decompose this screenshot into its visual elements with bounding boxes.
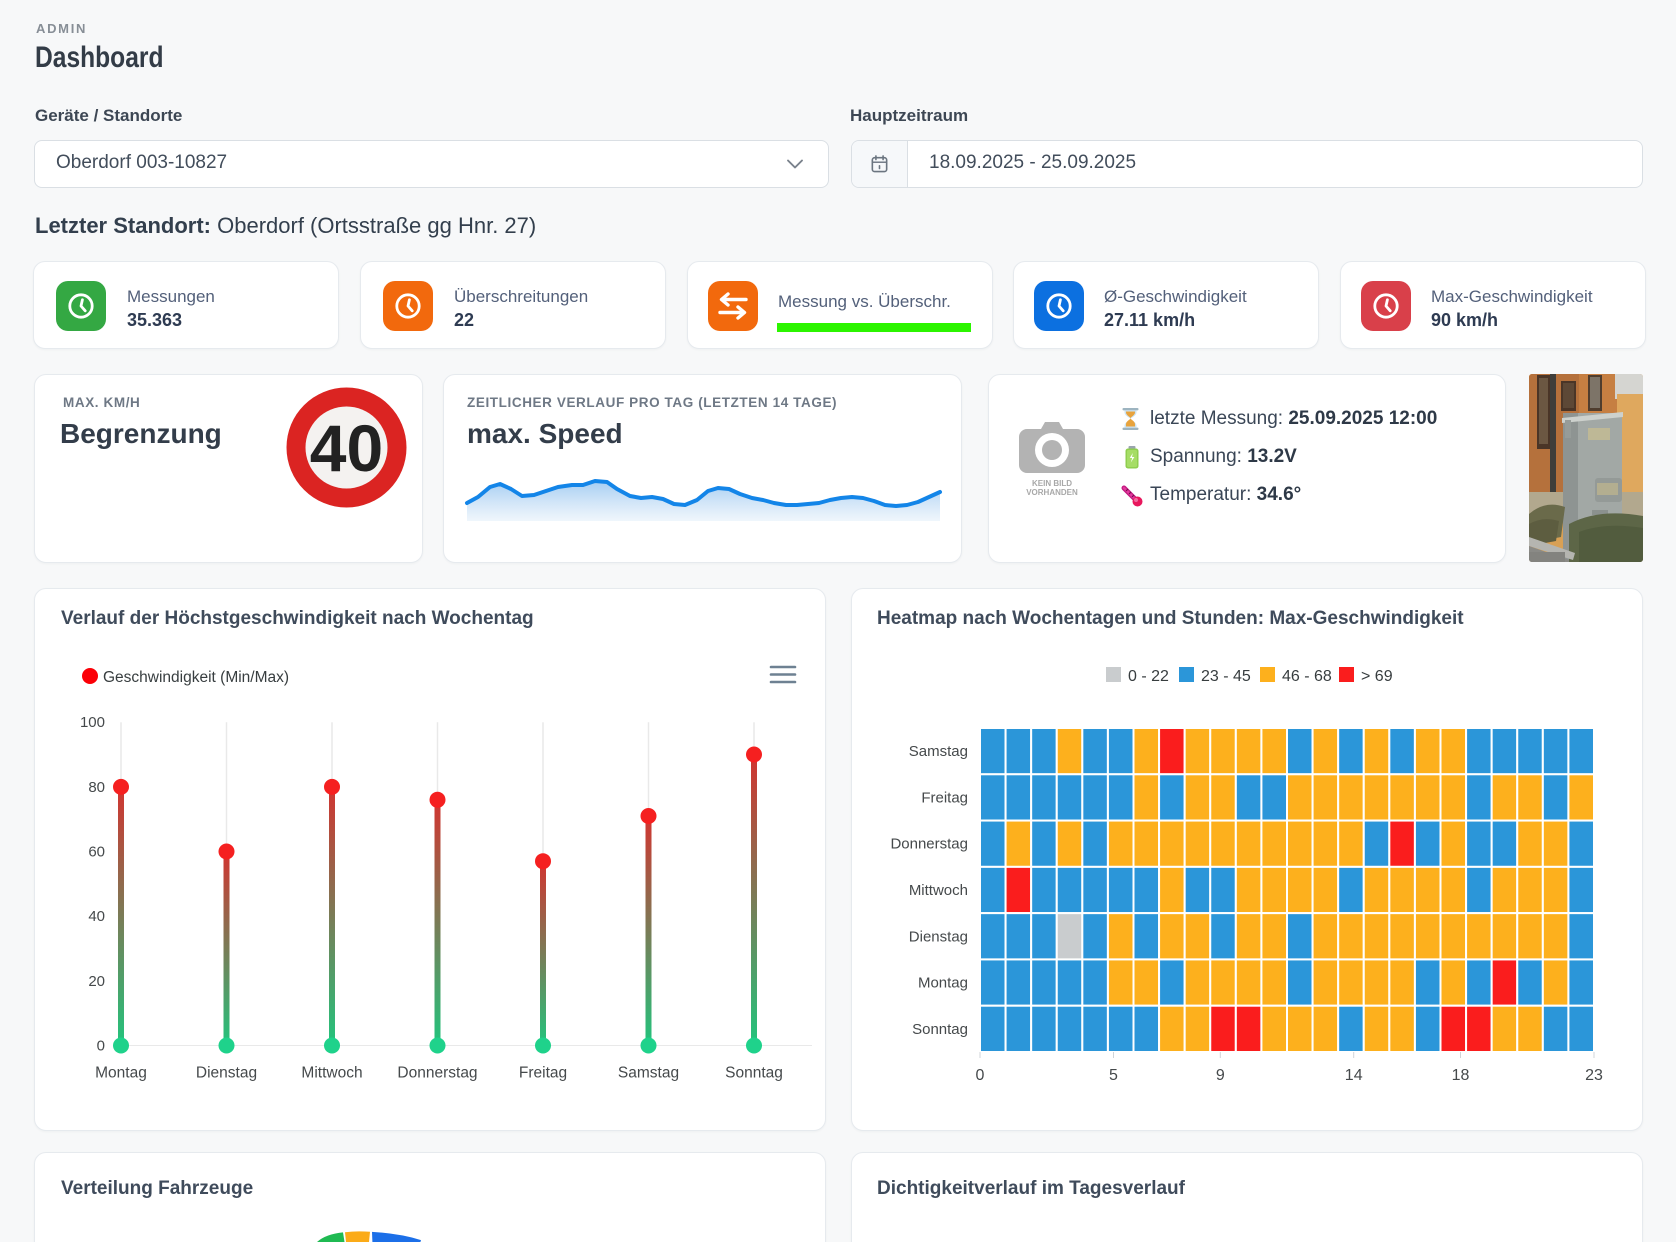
svg-text:Donnerstag: Donnerstag [397,1065,477,1082]
svg-text:0 - 22: 0 - 22 [1128,668,1169,685]
svg-text:23 - 45: 23 - 45 [1201,668,1251,685]
svg-text:40: 40 [88,908,105,925]
svg-text:5: 5 [1109,1067,1118,1084]
svg-text:Freitag: Freitag [519,1065,567,1082]
svg-text:100: 100 [80,714,105,731]
svg-text:Sonntag: Sonntag [912,1021,968,1038]
svg-text:60: 60 [88,844,105,861]
svg-text:Freitag: Freitag [921,789,968,806]
svg-text:Mittwoch: Mittwoch [301,1065,362,1082]
svg-text:Geschwindigkeit (Min/Max): Geschwindigkeit (Min/Max) [103,669,289,686]
svg-text:20: 20 [88,973,105,990]
svg-text:Dienstag: Dienstag [196,1065,257,1082]
svg-text:0: 0 [97,1038,105,1055]
svg-text:Montag: Montag [918,975,968,992]
svg-text:18: 18 [1452,1067,1470,1084]
svg-text:40: 40 [310,411,383,485]
svg-text:14: 14 [1345,1067,1363,1084]
svg-text:> 69: > 69 [1361,668,1393,685]
svg-text:80: 80 [88,779,105,796]
svg-text:Dienstag: Dienstag [909,928,968,945]
svg-text:Samstag: Samstag [618,1065,679,1082]
svg-text:Donnerstag: Donnerstag [890,836,968,853]
svg-text:Mittwoch: Mittwoch [909,882,968,899]
svg-text:Montag: Montag [95,1065,147,1082]
svg-text:9: 9 [1216,1067,1225,1084]
svg-text:Sonntag: Sonntag [725,1065,783,1082]
svg-text:0: 0 [976,1067,985,1084]
svg-text:Samstag: Samstag [909,743,968,760]
svg-text:46 - 68: 46 - 68 [1282,668,1332,685]
svg-text:23: 23 [1585,1067,1603,1084]
